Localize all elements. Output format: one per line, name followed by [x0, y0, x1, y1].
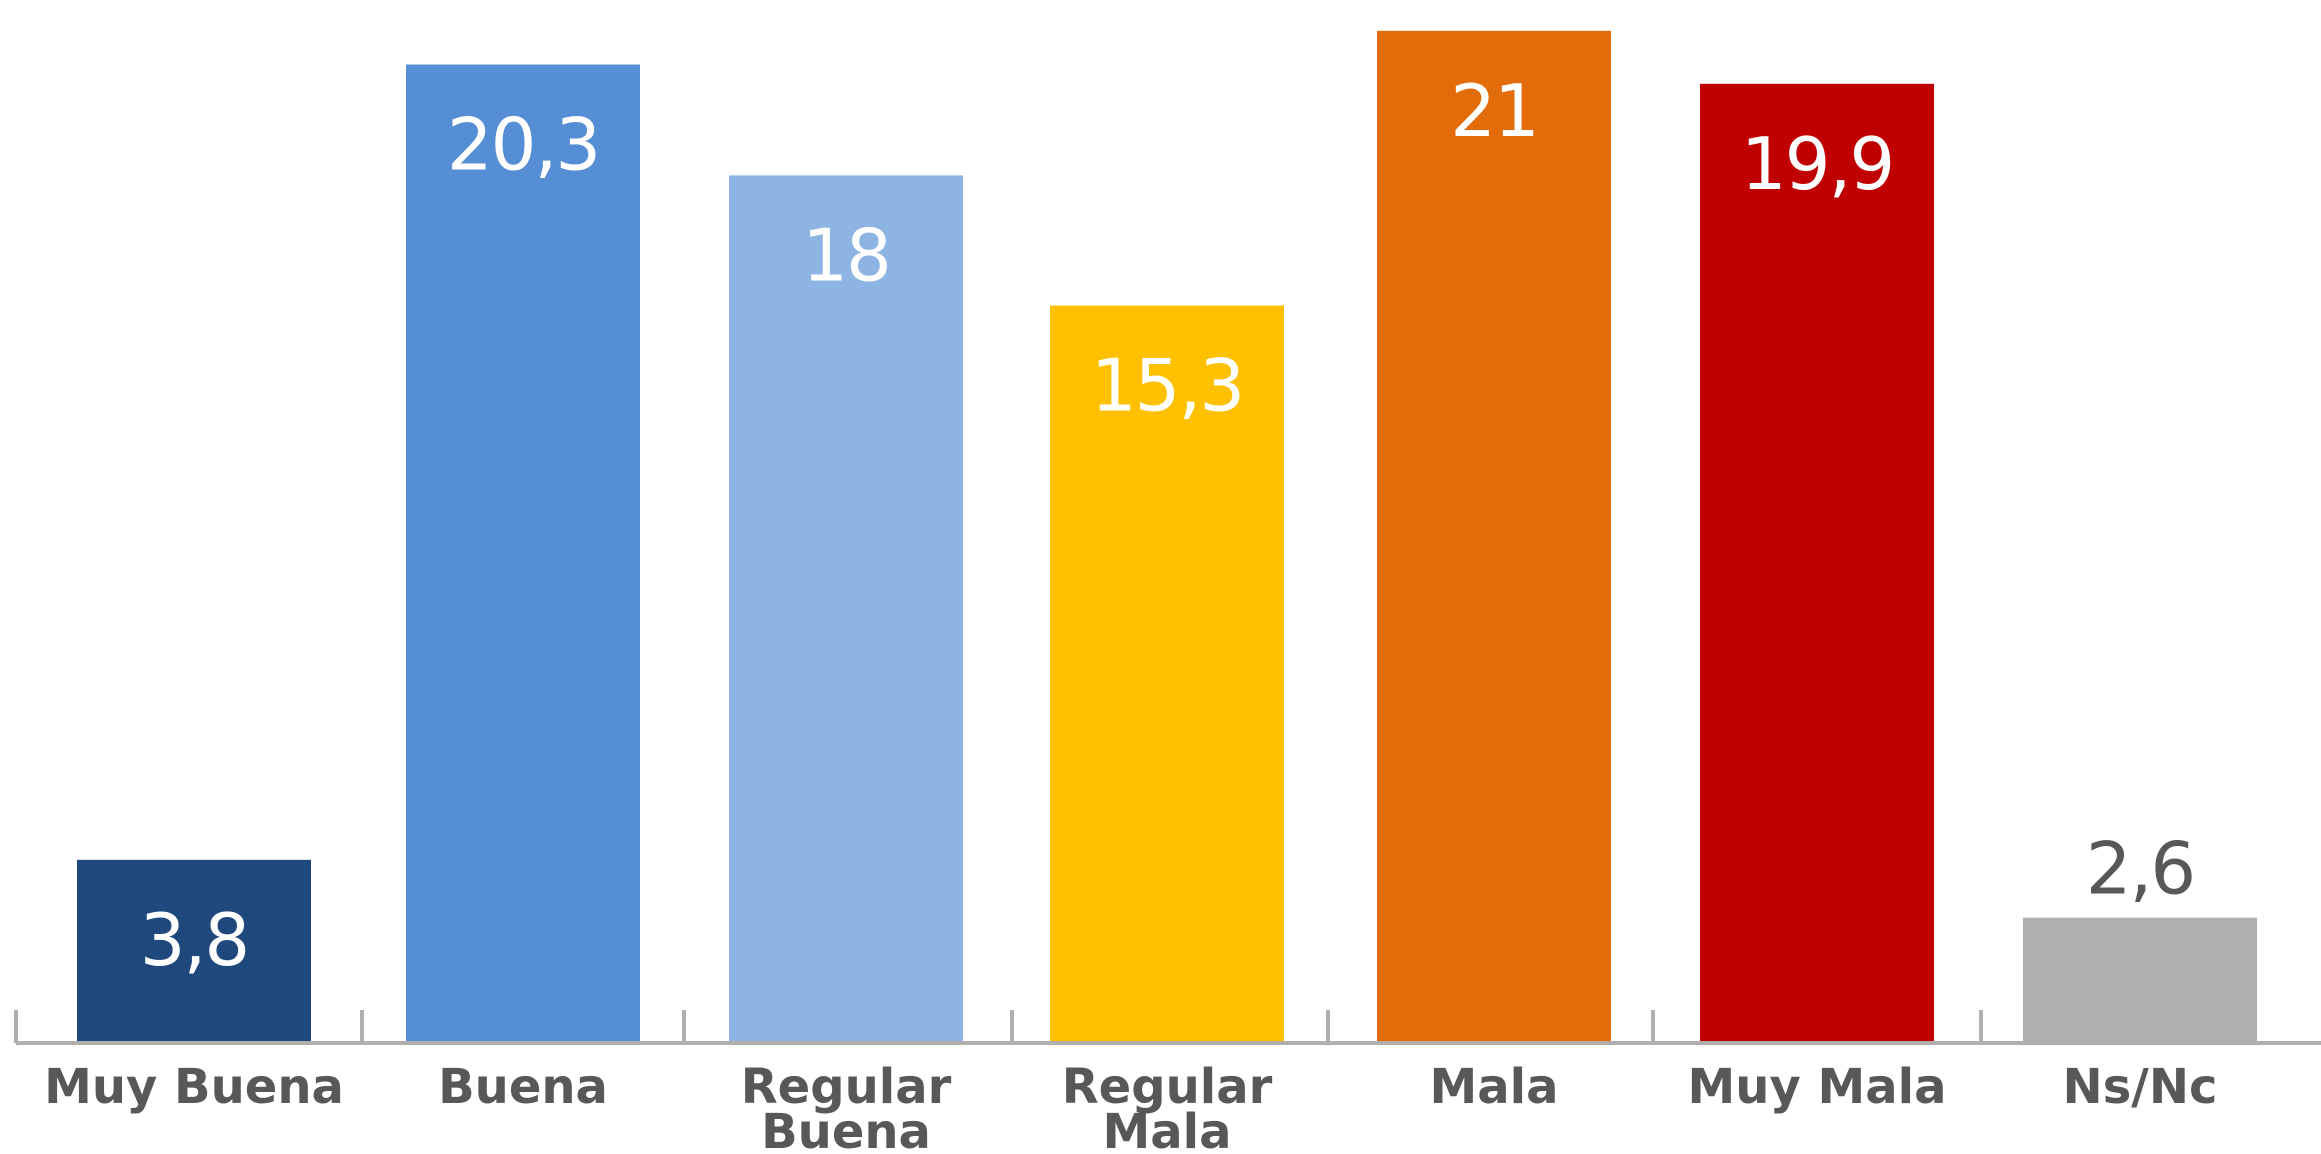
bar-3 [1050, 305, 1284, 1043]
value-label-0: 3,8 [140, 898, 249, 982]
value-label-4: 21 [1450, 69, 1538, 153]
category-label-2-line-1: Buena [761, 1104, 931, 1154]
category-label-1: Buena [438, 1059, 608, 1115]
value-label-3: 15,3 [1091, 344, 1243, 428]
bar-5 [1700, 83, 1934, 1043]
bar-6 [2023, 917, 2257, 1043]
value-labels-group: 3,8 20,3 18 15,3 21 19,9 2,6 [140, 69, 2197, 982]
value-label-2: 18 [802, 213, 890, 297]
value-label-1: 20,3 [447, 103, 599, 187]
bar-2 [729, 175, 963, 1043]
category-label-6: Ns/Nc [2063, 1059, 2218, 1115]
category-label-4: Mala [1430, 1059, 1559, 1115]
category-labels-group: Muy Buena Buena RegularBuenaRegularMalaMal… [44, 1059, 2217, 1154]
bar-0 [77, 859, 311, 1043]
value-label-5: 19,9 [1741, 122, 1893, 206]
category-label-3-line-0: Regular [1062, 1059, 1273, 1115]
category-label-0: Muy Buena [44, 1059, 344, 1115]
x-axis [14, 1010, 2321, 1045]
bar-1 [406, 64, 640, 1044]
category-label-2-line-0: Regular [741, 1059, 952, 1115]
value-label-6: 2,6 [2086, 827, 2195, 911]
bar-4 [1377, 30, 1611, 1044]
category-label-5: Muy Mala [1688, 1059, 1947, 1115]
bars-group [77, 30, 2257, 1044]
category-label-3-line-1: Mala [1103, 1104, 1232, 1154]
